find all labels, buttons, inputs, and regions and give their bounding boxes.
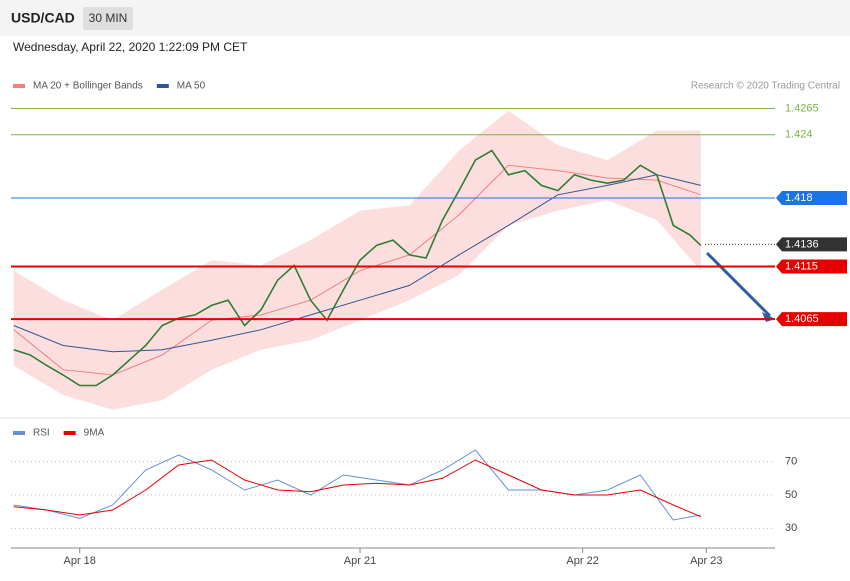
series-line — [13, 164, 701, 376]
level-label: 1.4265 — [785, 102, 819, 114]
x-tick-label: Apr 21 — [344, 555, 376, 567]
series-line — [13, 449, 701, 521]
legend-label: RSI — [33, 428, 50, 439]
header-bar — [0, 0, 850, 36]
level-tag — [776, 237, 847, 252]
x-tick-label: Apr 18 — [63, 555, 95, 567]
level-tag — [776, 259, 847, 274]
forecast-arrow — [705, 251, 772, 318]
level-label: 1.424 — [785, 129, 813, 141]
legend-swatch — [13, 431, 25, 435]
y-tick-label: 30 — [785, 522, 797, 534]
y-tick-label: 70 — [785, 456, 797, 468]
series-line — [13, 149, 702, 387]
level-label: 1.4115 — [785, 260, 818, 272]
symbol: USD/CAD — [11, 10, 75, 26]
x-tick-label: Apr 22 — [566, 555, 598, 567]
level-label: 1.418 — [785, 192, 813, 204]
level-tag — [776, 312, 847, 327]
level-label: 1.4065 — [785, 313, 819, 325]
legend-label: MA 20 + Bollinger Bands — [33, 81, 143, 92]
legend-label: 9MA — [84, 428, 105, 439]
timeframe-box[interactable] — [83, 7, 133, 30]
credit: Research © 2020 Trading Central — [691, 81, 840, 92]
x-tick-label: Apr 23 — [690, 555, 722, 567]
level-label: 1.4136 — [785, 238, 819, 250]
datetime: Wednesday, April 22, 2020 1:22:09 PM CET — [13, 40, 248, 54]
legend-label: MA 50 — [177, 81, 206, 92]
series-line — [13, 174, 701, 353]
timeframe[interactable]: 30 MIN — [89, 11, 128, 25]
series-line — [13, 459, 701, 518]
legend-swatch — [63, 431, 76, 435]
y-tick-label: 50 — [785, 489, 797, 501]
level-tag — [776, 190, 847, 205]
legend-swatch — [13, 84, 25, 88]
bollinger-band — [13, 110, 701, 410]
legend-swatch — [156, 84, 169, 88]
